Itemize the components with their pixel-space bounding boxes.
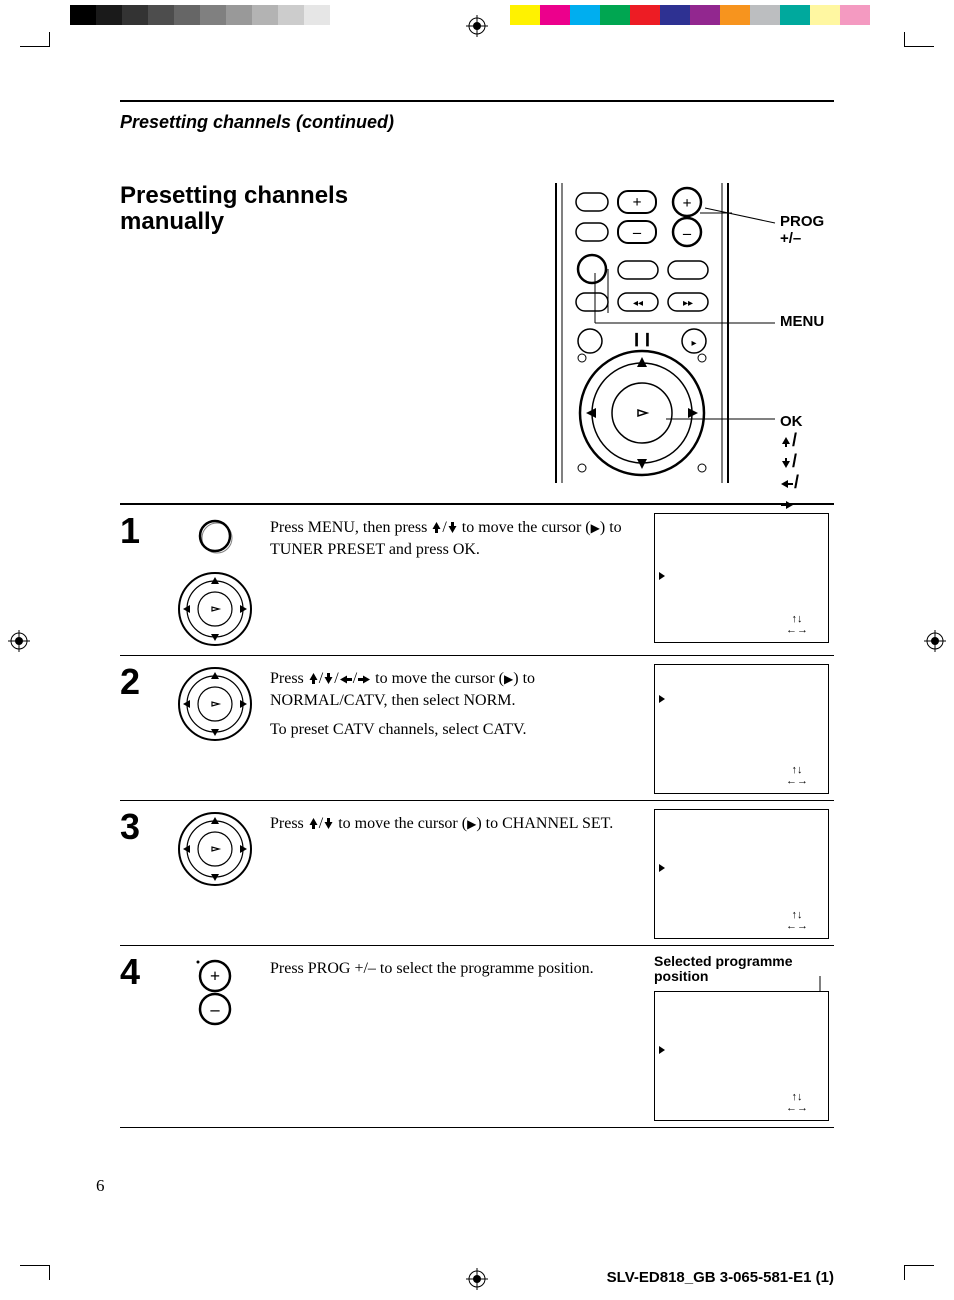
- document-id: SLV-ED818_GB 3-065-581-E1 (1): [607, 1269, 834, 1286]
- screen-column: Selected programme position ↑↓←→: [654, 954, 834, 1121]
- color-swatch: [750, 5, 780, 25]
- svg-text:+: +: [682, 195, 691, 212]
- svg-text:▸▸: ▸▸: [683, 298, 693, 309]
- step-text: Press / to move the cursor (▶) to CHANNE…: [270, 809, 654, 843]
- circle-button-icon: [190, 513, 240, 563]
- color-swatch: [810, 5, 840, 25]
- crop-mark: [904, 1265, 934, 1280]
- nav-wheel-icon: [175, 569, 255, 649]
- step-icon: [160, 664, 270, 744]
- prog-label: PROG +/–: [780, 213, 824, 247]
- color-swatch: [780, 5, 810, 25]
- page-title: Presetting channels manually: [120, 183, 400, 236]
- page-content: Presetting channels (continued) Presetti…: [120, 100, 834, 1200]
- crop-mark: [20, 32, 50, 47]
- prog-plus-minus-icon: + –: [190, 954, 240, 1034]
- step-number: 4: [120, 954, 160, 990]
- step-row: 4 + – Press PROG +/– to select the progr…: [120, 946, 834, 1128]
- svg-text:–: –: [632, 224, 642, 241]
- svg-text:+: +: [632, 194, 641, 211]
- step-text: Press PROG +/– to select the programme p…: [270, 954, 654, 988]
- svg-text:–: –: [682, 225, 692, 242]
- registration-mark-icon: [466, 15, 488, 37]
- svg-text:▸: ▸: [691, 338, 696, 349]
- menu-label: MENU: [780, 313, 824, 330]
- svg-text:◂◂: ◂◂: [633, 298, 643, 309]
- gray-swatch: [252, 5, 278, 25]
- tv-screen: ↑↓←→: [654, 513, 829, 643]
- divider: [120, 100, 834, 102]
- gray-swatch: [96, 5, 122, 25]
- step-text: Press /// to move the cursor (▶) to NORM…: [270, 664, 654, 749]
- svg-text:+: +: [210, 966, 220, 986]
- nav-wheel-icon: [175, 809, 255, 889]
- tv-screen: ↑↓←→: [654, 809, 829, 939]
- ok-label: OK: [780, 413, 803, 430]
- svg-text:–: –: [210, 999, 221, 1019]
- title-line: Presetting channels: [120, 182, 348, 209]
- step-number: 1: [120, 513, 160, 549]
- screen-callout-label: Selected programme position: [654, 954, 834, 985]
- page-number: 6: [96, 1176, 105, 1196]
- section-continued-title: Presetting channels (continued): [120, 112, 834, 133]
- gray-swatch: [330, 5, 356, 25]
- intro-row: Presetting channels manually + + –: [120, 183, 834, 483]
- color-swatch: [540, 5, 570, 25]
- gray-swatch: [174, 5, 200, 25]
- color-swatch: [720, 5, 750, 25]
- step-icon: + –: [160, 954, 270, 1034]
- screen-column: ↑↓←→: [654, 513, 834, 643]
- step-number: 2: [120, 664, 160, 700]
- color-swatch: [570, 5, 600, 25]
- gray-swatch: [304, 5, 330, 25]
- color-swatch: [600, 5, 630, 25]
- tv-screen: ↑↓←→: [654, 991, 829, 1121]
- step-icon: [160, 513, 270, 649]
- step-number: 3: [120, 809, 160, 845]
- remote-icon: + + – – ◂◂ ▸▸ ❙❙: [552, 183, 732, 483]
- gray-swatch: [226, 5, 252, 25]
- crop-mark: [904, 32, 934, 47]
- screen-column: ↑↓←→: [654, 664, 834, 794]
- color-swatch: [840, 5, 870, 25]
- tv-screen: ↑↓←→: [654, 664, 829, 794]
- step-row: 3 Press / to move the cursor (▶) to CHAN…: [120, 801, 834, 946]
- gray-swatch: [70, 5, 96, 25]
- step-icon: [160, 809, 270, 889]
- gray-swatch: [278, 5, 304, 25]
- nav-wheel-icon: [175, 664, 255, 744]
- remote-diagram: + + – – ◂◂ ▸▸ ❙❙: [450, 183, 834, 483]
- color-swatch: [630, 5, 660, 25]
- registration-mark-icon: [8, 630, 30, 652]
- svg-text:❙❙: ❙❙: [631, 331, 653, 347]
- step-text: Press MENU, then press / to move the cur…: [270, 513, 654, 568]
- step-text-p2: To preset CATV channels, select CATV.: [270, 719, 644, 741]
- arrows-label: ///: [780, 430, 803, 514]
- color-swatch: [510, 5, 540, 25]
- registration-mark-icon: [924, 630, 946, 652]
- registration-mark-icon: [466, 1268, 488, 1290]
- gray-swatch: [148, 5, 174, 25]
- gray-swatch: [122, 5, 148, 25]
- step-4-text: Press PROG +/– to select the programme p…: [270, 958, 644, 980]
- step-row: 1 Press MENU, then press / to move the c…: [120, 505, 834, 656]
- color-swatch: [660, 5, 690, 25]
- color-swatch: [690, 5, 720, 25]
- screen-column: ↑↓←→: [654, 809, 834, 939]
- title-line: manually: [120, 208, 224, 235]
- step-row: 2 Press /// to move the cursor (▶) to NO…: [120, 656, 834, 801]
- gray-swatch: [200, 5, 226, 25]
- crop-mark: [20, 1265, 50, 1280]
